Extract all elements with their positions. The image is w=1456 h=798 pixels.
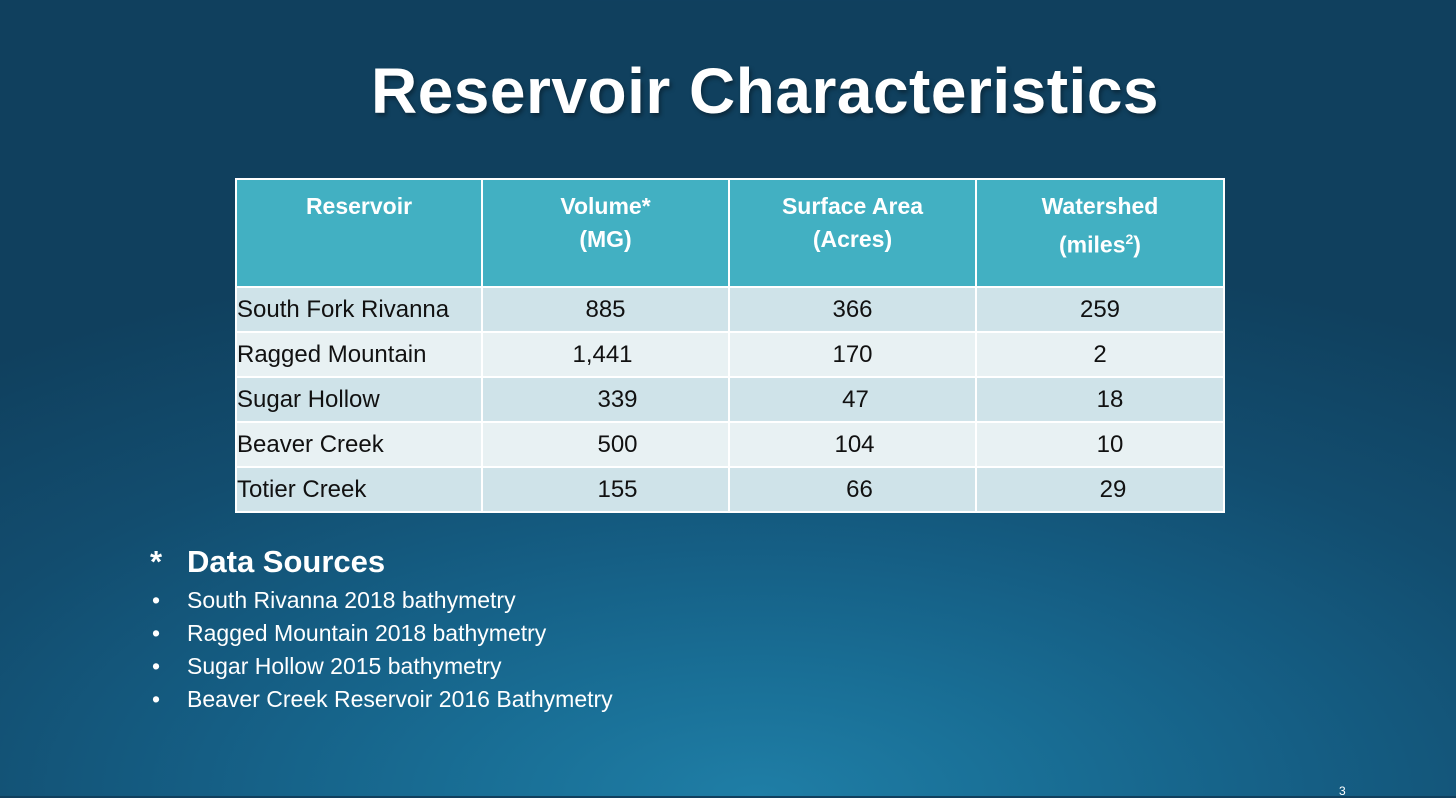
cell-volume-value: 155 [597, 475, 638, 503]
header-watershed: Watershed (miles2) [975, 178, 1225, 288]
cell-volume-value: 339 [597, 385, 638, 413]
header-volume: Volume* (MG) [481, 178, 730, 288]
header-watershed-unit-exponent: 2 [1125, 231, 1134, 247]
page-number: 3 [1339, 784, 1346, 798]
list-item: • Ragged Mountain 2018 bathymetry [150, 617, 613, 650]
slide-title: Reservoir Characteristics [370, 55, 1160, 127]
header-surface-area: Surface Area (Acres) [728, 178, 977, 288]
table-row: Beaver Creek 500 104 10 [235, 421, 1225, 468]
header-watershed-unit: (miles [1059, 231, 1126, 258]
list-item: • Beaver Creek Reservoir 2016 Bathymetry [150, 683, 613, 716]
table-header-row: Reservoir Volume* (MG) Surface Area (Acr… [235, 178, 1225, 288]
header-watershed-unit-close: ) [1133, 231, 1141, 258]
cell-surface-area: 104 [728, 421, 977, 468]
bullet-icon: • [152, 686, 161, 712]
header-watershed-label: Watershed [1041, 193, 1159, 219]
cell-surface-area: 66 [728, 466, 977, 513]
header-volume-label: Volume* [560, 193, 651, 219]
cell-reservoir-name: Totier Creek [235, 466, 483, 513]
table-row: South Fork Rivanna 885 366 259 [235, 286, 1225, 333]
cell-volume: 1,441 [481, 331, 730, 378]
cell-watershed: 18 [975, 376, 1225, 423]
bullet-icon: • [152, 587, 161, 613]
cell-watershed-value: 29 [1099, 475, 1127, 503]
cell-watershed: 29 [975, 466, 1225, 513]
source-text: Beaver Creek Reservoir 2016 Bathymetry [187, 686, 613, 712]
data-sources-section: * Data Sources • South Rivanna 2018 bathym… [150, 540, 613, 716]
cell-watershed: 2 [975, 331, 1225, 378]
cell-reservoir-name: South Fork Rivanna [235, 286, 483, 333]
cell-volume: 885 [481, 286, 730, 333]
cell-volume: 500 [481, 421, 730, 468]
cell-volume-value: 885 [585, 295, 626, 323]
cell-surface-area-value: 47 [842, 385, 869, 413]
cell-surface-area-value: 104 [834, 430, 875, 458]
cell-volume: 155 [481, 466, 730, 513]
cell-watershed-value: 18 [1096, 385, 1124, 413]
header-volume-unit: (MG) [579, 226, 632, 252]
source-text: Sugar Hollow 2015 bathymetry [187, 653, 502, 679]
table-row: Ragged Mountain 1,441 170 2 [235, 331, 1225, 378]
bullet-icon: • [152, 653, 161, 679]
table-row: Sugar Hollow 339 47 18 [235, 376, 1225, 423]
cell-volume-value: 500 [597, 430, 638, 458]
cell-watershed: 259 [975, 286, 1225, 333]
header-reservoir: Reservoir [235, 178, 483, 288]
cell-surface-area: 170 [728, 331, 977, 378]
asterisk-marker: * [150, 544, 163, 579]
header-surface-area-unit: (Acres) [812, 226, 893, 252]
table-row: Totier Creek 155 66 29 [235, 466, 1225, 513]
data-sources-title: Data Sources [187, 544, 386, 579]
data-sources-heading: * Data Sources [150, 540, 613, 584]
cell-reservoir-name: Ragged Mountain [235, 331, 483, 378]
cell-reservoir-name: Sugar Hollow [235, 376, 483, 423]
list-item: • Sugar Hollow 2015 bathymetry [150, 650, 613, 683]
header-surface-area-label: Surface Area [781, 193, 924, 219]
cell-watershed-value: 10 [1096, 430, 1124, 458]
header-reservoir-label: Reservoir [305, 193, 413, 219]
reservoir-table: Reservoir Volume* (MG) Surface Area (Acr… [235, 178, 1225, 513]
cell-watershed: 10 [975, 421, 1225, 468]
cell-surface-area: 366 [728, 286, 977, 333]
cell-volume-value: 1,441 [572, 340, 633, 368]
cell-surface-area-value: 66 [846, 475, 873, 503]
source-text: South Rivanna 2018 bathymetry [187, 587, 516, 613]
list-item: • South Rivanna 2018 bathymetry [150, 584, 613, 617]
cell-reservoir-name: Beaver Creek [235, 421, 483, 468]
bullet-icon: • [152, 620, 161, 646]
cell-surface-area: 47 [728, 376, 977, 423]
cell-volume: 339 [481, 376, 730, 423]
source-text: Ragged Mountain 2018 bathymetry [187, 620, 547, 646]
